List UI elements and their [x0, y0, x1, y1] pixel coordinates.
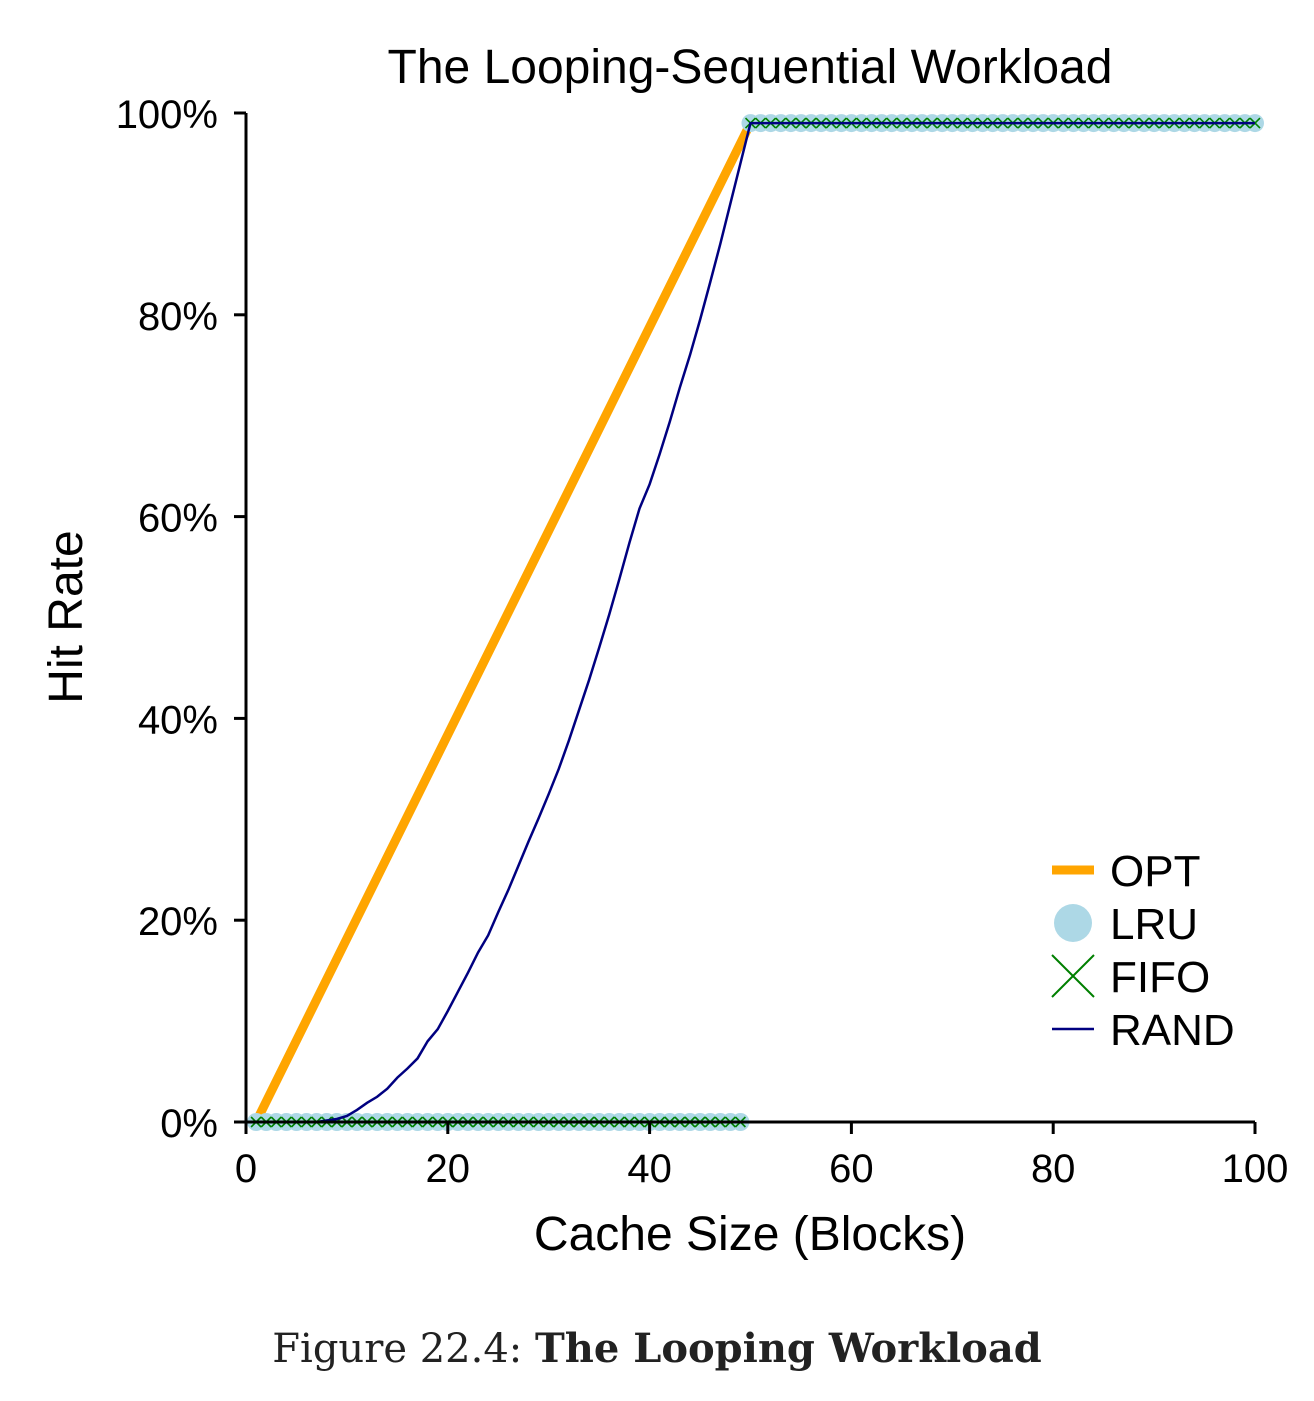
- x-axis-label: Cache Size (Blocks): [534, 1208, 966, 1261]
- chart-title: The Looping-Sequential Workload: [388, 41, 1113, 94]
- series-rand-line: [256, 121, 1255, 1124]
- legend-item-rand: RAND: [1052, 1006, 1235, 1055]
- y-tick-label: 60%: [138, 497, 218, 541]
- x-tick-label: 40: [627, 1147, 672, 1191]
- series-opt-line: [252, 118, 1255, 1124]
- x-tick-label: 20: [426, 1147, 471, 1191]
- y-tick-label: 80%: [138, 295, 218, 339]
- legend-label: OPT: [1110, 847, 1200, 896]
- series-fifo-markers: [250, 117, 1261, 1128]
- chart: The Looping-Sequential Workload 0 20 40 60 8…: [40, 41, 1289, 1261]
- x-tick-label: 80: [1031, 1147, 1076, 1191]
- caption-prefix: Figure 22.4:: [272, 1326, 523, 1372]
- y-tick-label: 20%: [138, 900, 218, 944]
- legend-label: RAND: [1110, 1006, 1235, 1055]
- legend-label: LRU: [1110, 900, 1198, 949]
- y-tick-label: 100%: [116, 93, 218, 137]
- legend-item-lru: LRU: [1054, 900, 1198, 949]
- legend-item-fifo: FIFO: [1051, 953, 1210, 1002]
- figure-caption: Figure 22.4: The Looping Workload: [0, 1325, 1314, 1372]
- legend-label: FIFO: [1110, 953, 1210, 1002]
- caption-title: The Looping Workload: [534, 1325, 1042, 1372]
- y-tick-label: 40%: [138, 698, 218, 742]
- y-axis-label: Hit Rate: [40, 530, 93, 703]
- x-tick-label: 100: [1222, 1147, 1289, 1191]
- x-tick-label: 0: [235, 1147, 257, 1191]
- x-tick-label: 60: [829, 1147, 874, 1191]
- legend-item-opt: OPT: [1052, 847, 1200, 896]
- axis-ticks: 0 20 40 60 80 100 0% 20% 40% 60% 80% 100%: [116, 93, 1289, 1191]
- legend-swatch: [1051, 954, 1095, 998]
- legend-swatch: [1054, 904, 1092, 942]
- y-tick-label: 0%: [160, 1102, 218, 1146]
